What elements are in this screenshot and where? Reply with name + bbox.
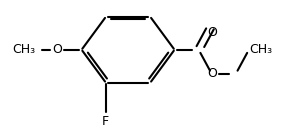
Text: O: O bbox=[53, 43, 62, 56]
Text: O: O bbox=[207, 26, 217, 39]
Text: CH₃: CH₃ bbox=[249, 43, 272, 56]
Text: CH₃: CH₃ bbox=[12, 43, 35, 56]
Text: F: F bbox=[102, 115, 109, 128]
Text: O: O bbox=[207, 67, 217, 80]
